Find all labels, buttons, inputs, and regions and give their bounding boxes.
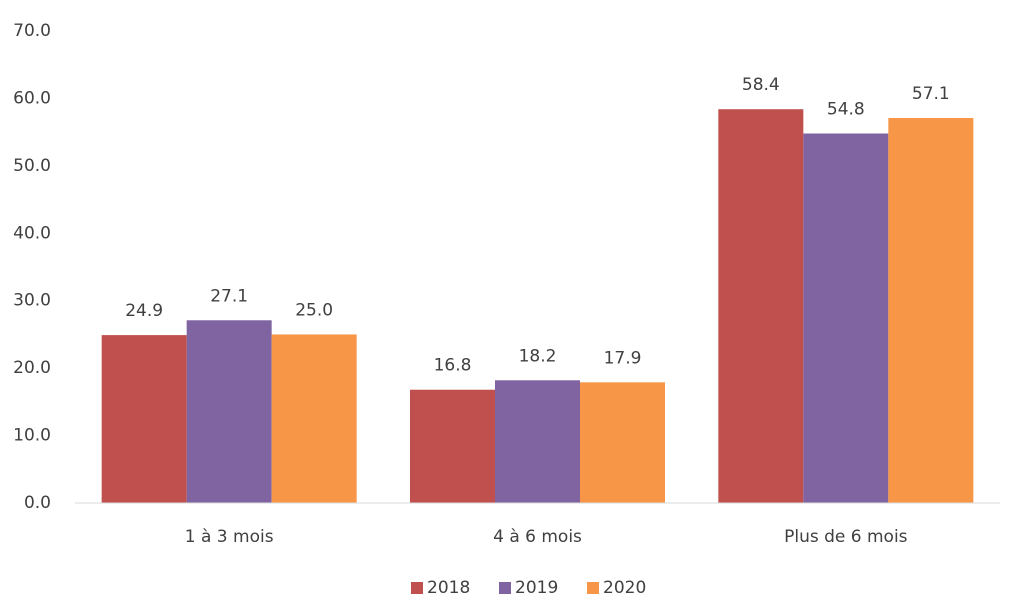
- bar: [271, 334, 357, 503]
- y-tick-label: 70.0: [13, 21, 51, 41]
- value-label: 18.2: [519, 346, 557, 366]
- value-label: 24.9: [125, 301, 163, 321]
- value-label: 54.8: [827, 99, 865, 119]
- x-tick-label: 1 à 3 mois: [185, 527, 274, 547]
- value-label: 17.9: [604, 348, 642, 368]
- value-label: 58.4: [742, 75, 780, 95]
- y-tick-label: 50.0: [13, 156, 51, 176]
- value-label: 16.8: [434, 356, 472, 376]
- x-tick-label: 4 à 6 mois: [493, 527, 582, 547]
- legend-label: 2018: [427, 578, 470, 598]
- value-label: 57.1: [912, 84, 950, 104]
- y-tick-label: 20.0: [13, 358, 51, 378]
- bar: [803, 133, 889, 503]
- bar: [580, 382, 665, 503]
- y-tick-label: 60.0: [13, 88, 51, 108]
- y-tick-label: 10.0: [13, 426, 51, 446]
- bar: [101, 335, 187, 503]
- x-tick-label: Plus de 6 mois: [784, 527, 908, 547]
- y-tick-label: 30.0: [13, 291, 51, 311]
- bar: [495, 380, 580, 503]
- bar: [888, 117, 974, 504]
- value-label: 25.0: [295, 300, 333, 320]
- y-tick-label: 0.0: [24, 493, 51, 513]
- legend-label: 2019: [515, 578, 558, 598]
- bar: [718, 109, 804, 504]
- legend-label: 2020: [603, 578, 646, 598]
- y-tick-label: 40.0: [13, 223, 51, 243]
- legend-swatch: [499, 582, 511, 594]
- value-label: 27.1: [210, 286, 248, 306]
- bar: [186, 320, 272, 503]
- legend-swatch: [411, 582, 423, 594]
- bar: [410, 389, 495, 503]
- legend-swatch: [587, 582, 599, 594]
